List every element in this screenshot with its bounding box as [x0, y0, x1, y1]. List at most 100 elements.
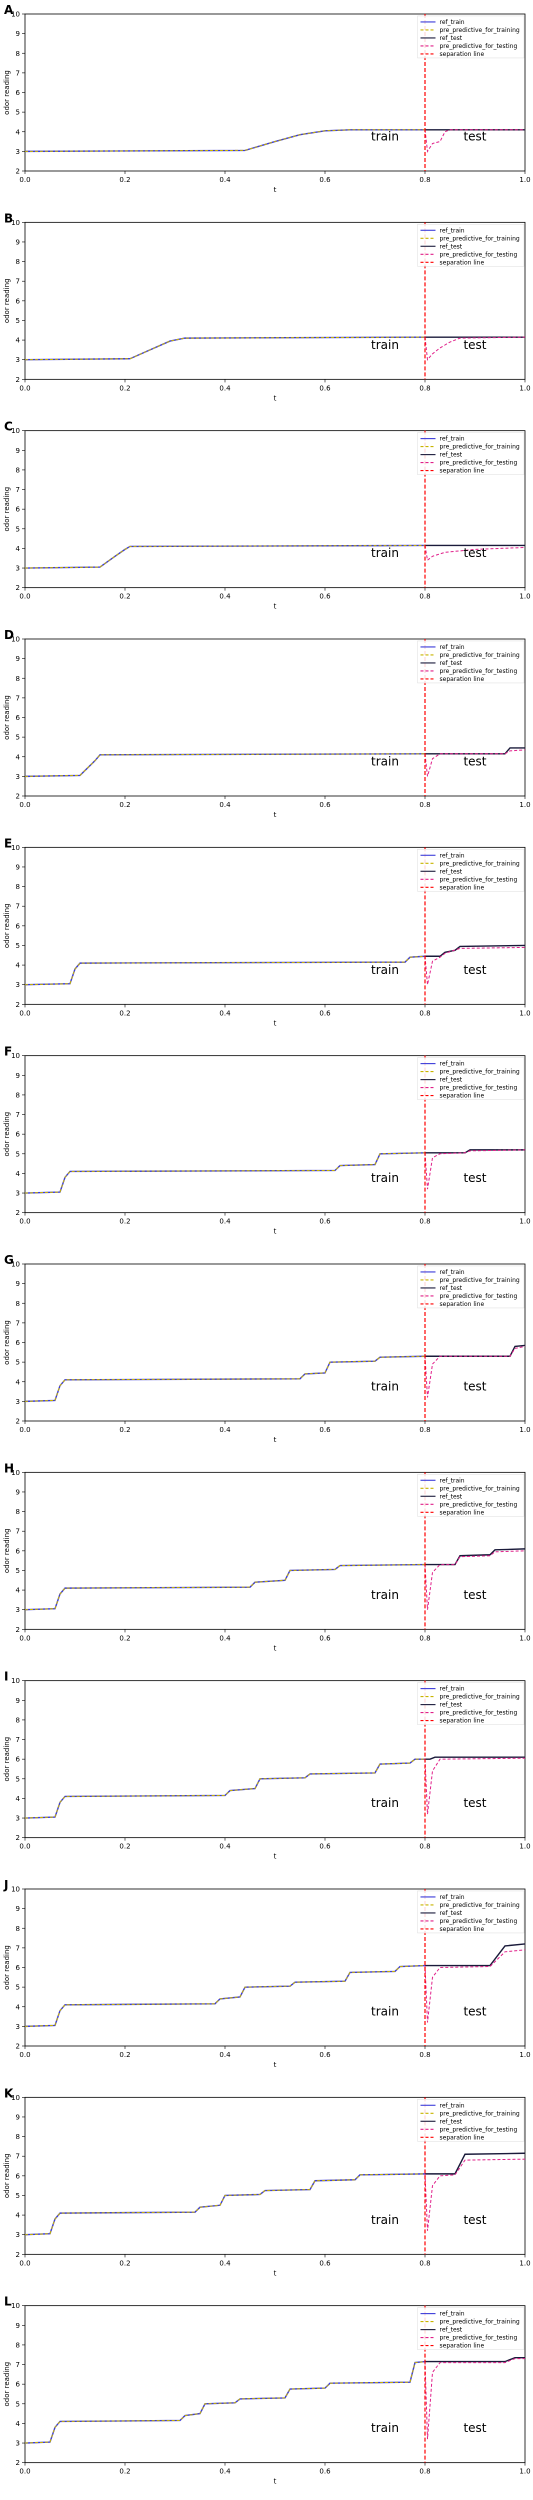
y-tick-label: 5	[16, 1150, 20, 1158]
x-tick-label: 0.0	[19, 2051, 30, 2059]
series-ref-train	[24, 2360, 426, 2444]
legend-label: pre_predictive_for_testing	[440, 876, 518, 883]
y-tick-label: 10	[11, 2302, 20, 2310]
y-tick-label: 7	[16, 69, 20, 77]
x-tick-label: 0.8	[419, 1009, 430, 1017]
series-ref-test	[425, 1548, 526, 1566]
series-ref-train	[24, 2173, 426, 2236]
y-tick-label: 4	[16, 2420, 21, 2428]
legend-label: ref_train	[440, 227, 465, 234]
legend-label: pre_predictive_for_testing	[440, 1918, 518, 1925]
x-tick-label: 1.0	[519, 593, 530, 601]
y-tick-label: 2	[16, 793, 20, 801]
series-pre-predictive-for-training	[24, 955, 426, 986]
y-tick-label: 10	[11, 219, 20, 227]
y-tick-label: 6	[16, 1756, 21, 1764]
x-axis-label: t	[274, 186, 277, 194]
legend-label: separation line	[440, 1509, 485, 1516]
y-tick-label: 9	[16, 655, 20, 663]
legend-label: ref_test	[440, 35, 463, 42]
y-tick-label: 10	[11, 1469, 20, 1477]
y-tick-label: 7	[16, 1528, 20, 1536]
y-tick-label: 6	[16, 1339, 21, 1347]
y-axis-label: odor reading	[3, 70, 11, 115]
series-ref-test	[425, 2152, 526, 2175]
legend-label: ref_train	[440, 852, 465, 859]
y-tick-label: 10	[11, 1261, 20, 1269]
series-pre-predictive-for-testing	[424, 749, 526, 777]
region-label-train: train	[371, 2005, 399, 2019]
legend-label: pre_predictive_for_training	[440, 27, 520, 34]
legend-label: pre_predictive_for_testing	[440, 668, 518, 675]
y-tick-label: 8	[16, 883, 20, 891]
y-tick-label: 8	[16, 466, 20, 474]
series-ref-test	[425, 1149, 525, 1154]
chart-panel-h: H 2 3 4 5 6 7 8 9 10 0.0 0.2 0.4 0.6 0.8 1.0 t odor readi…	[3, 1461, 531, 1652]
x-tick-label: 0.2	[119, 2468, 130, 2476]
region-label-test: test	[463, 2213, 486, 2227]
legend-box	[417, 2099, 525, 2142]
series-ref-train	[24, 1563, 426, 1611]
y-tick-label: 9	[16, 2322, 20, 2330]
x-axis-label: t	[274, 811, 277, 819]
y-tick-label: 4	[16, 337, 21, 345]
x-tick-label: 0.4	[219, 593, 231, 601]
legend-box	[417, 1057, 525, 1100]
chart-panel-i: I 2 3 4 5 6 7 8 9 10 0.0 0.2 0.4 0.6 0.8 1.0 t odor readi…	[3, 1670, 531, 1861]
panel-letter: E	[4, 836, 12, 850]
y-axis-label: odor reading	[3, 487, 11, 532]
y-tick-label: 9	[16, 2113, 20, 2121]
legend-box	[417, 849, 525, 892]
legend-label: ref_test	[440, 868, 463, 875]
y-tick-label: 3	[16, 1606, 20, 1614]
series-pre-predictive-for-testing	[424, 2158, 526, 2231]
legend: ref_trainpre_predictive_for_trainingref_…	[417, 2307, 525, 2350]
y-tick-label: 9	[16, 30, 20, 38]
legend-label: pre_predictive_for_testing	[440, 251, 518, 258]
legend: ref_trainpre_predictive_for_trainingref_…	[417, 432, 525, 475]
y-tick-label: 10	[11, 1886, 20, 1894]
y-tick-label: 4	[16, 1587, 21, 1595]
series-pre-predictive-for-testing	[424, 1550, 526, 1610]
region-label-train: train	[371, 963, 399, 977]
legend-label: pre_predictive_for_training	[440, 652, 520, 659]
x-tick-label: 1.0	[519, 2259, 530, 2267]
legend-label: separation line	[440, 468, 485, 475]
x-axis-label: t	[274, 394, 277, 402]
x-tick-label: 0.2	[119, 384, 130, 392]
legend-label: pre_predictive_for_testing	[440, 460, 518, 467]
y-tick-label: 3	[16, 356, 20, 364]
y-tick-label: 6	[16, 1964, 21, 1972]
panel-letter: K	[4, 2086, 14, 2100]
series-pre-predictive-for-training	[24, 1965, 426, 2027]
legend: ref_trainpre_predictive_for_trainingref_…	[417, 1265, 525, 1309]
legend-label: ref_train	[440, 436, 465, 443]
series-ref-train	[24, 544, 426, 569]
x-tick-label: 0.2	[119, 2051, 130, 2059]
x-tick-label: 0.8	[419, 2259, 430, 2267]
y-tick-label: 4	[16, 1378, 21, 1386]
x-tick-label: 0.6	[319, 1634, 331, 1642]
series-ref-test	[425, 944, 526, 957]
y-tick-label: 5	[16, 109, 20, 117]
legend: ref_trainpre_predictive_for_trainingref_…	[417, 640, 525, 684]
series-pre-predictive-for-training	[24, 1152, 426, 1194]
y-tick-label: 8	[16, 50, 20, 58]
y-tick-label: 6	[16, 1131, 21, 1139]
series-pre-predictive-for-testing	[424, 1149, 526, 1190]
y-tick-label: 2	[16, 1001, 20, 1009]
panel-letter: H	[4, 1461, 14, 1475]
legend-box	[417, 640, 525, 684]
region-label-test: test	[463, 546, 486, 560]
series-pre-predictive-for-testing	[424, 946, 526, 985]
legend-label: pre_predictive_for_testing	[440, 1710, 518, 1717]
series-pre-predictive-for-training	[24, 544, 426, 569]
y-tick-label: 2	[16, 1626, 20, 1634]
x-tick-label: 1.0	[519, 1843, 530, 1851]
panel-letter: G	[4, 1253, 14, 1267]
legend: ref_trainpre_predictive_for_trainingref_…	[417, 1057, 525, 1100]
chart-panel-d: D 2 3 4 5 6 7 8 9 10 0.0 0.2 0.4 0.6 0.8 1.0 t odor readi…	[3, 628, 531, 819]
x-axis-label: t	[274, 1228, 277, 1236]
series-pre-predictive-for-training	[24, 1564, 426, 1611]
series-pre-predictive-for-training	[24, 129, 425, 152]
